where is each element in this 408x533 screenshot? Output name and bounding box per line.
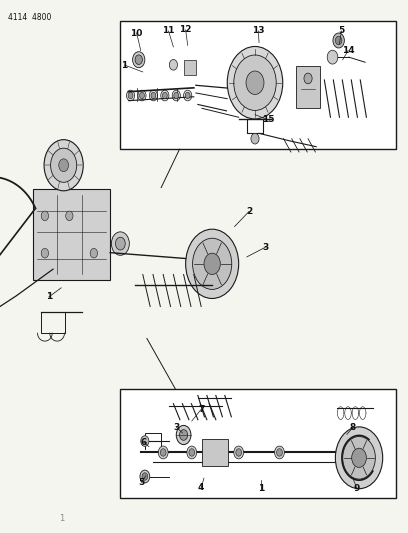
Text: 13: 13 <box>252 27 264 35</box>
Circle shape <box>142 473 148 480</box>
Circle shape <box>90 248 98 258</box>
Circle shape <box>304 73 312 84</box>
Circle shape <box>186 229 239 298</box>
Circle shape <box>185 92 190 99</box>
Circle shape <box>333 33 344 48</box>
Circle shape <box>111 232 129 255</box>
Circle shape <box>151 92 156 99</box>
Text: 1: 1 <box>59 514 64 523</box>
Circle shape <box>246 71 264 94</box>
Circle shape <box>204 253 220 274</box>
Circle shape <box>277 449 282 456</box>
Circle shape <box>149 90 157 101</box>
Circle shape <box>140 470 150 483</box>
Circle shape <box>184 90 192 101</box>
Text: 7: 7 <box>198 405 204 414</box>
Text: 14: 14 <box>342 46 354 55</box>
Circle shape <box>51 148 77 182</box>
Circle shape <box>180 430 188 440</box>
Bar <box>296 66 320 108</box>
Text: 10: 10 <box>131 29 143 37</box>
Text: 4: 4 <box>198 483 204 492</box>
Circle shape <box>115 237 125 250</box>
Circle shape <box>162 92 167 99</box>
Text: 8: 8 <box>350 423 356 432</box>
Circle shape <box>343 437 375 479</box>
Circle shape <box>227 46 283 119</box>
Circle shape <box>251 133 259 144</box>
Circle shape <box>335 427 383 489</box>
Text: 15: 15 <box>262 116 274 124</box>
Circle shape <box>236 449 242 456</box>
Circle shape <box>172 90 180 101</box>
Circle shape <box>174 92 179 99</box>
Circle shape <box>161 90 169 101</box>
Text: 1: 1 <box>46 293 52 301</box>
Text: 3: 3 <box>262 243 268 252</box>
Text: 5: 5 <box>138 478 145 487</box>
Bar <box>120 389 396 498</box>
Circle shape <box>327 50 338 64</box>
Bar <box>33 189 110 280</box>
Circle shape <box>193 238 232 289</box>
Circle shape <box>187 446 197 459</box>
Circle shape <box>189 449 195 456</box>
Text: 1: 1 <box>258 484 264 493</box>
Circle shape <box>158 446 168 459</box>
Circle shape <box>138 90 146 101</box>
Circle shape <box>59 159 69 172</box>
Circle shape <box>133 52 145 68</box>
Bar <box>120 21 396 149</box>
Text: 2: 2 <box>246 207 252 216</box>
Text: 4114  4800: 4114 4800 <box>8 13 51 22</box>
Circle shape <box>234 446 244 459</box>
Circle shape <box>41 248 49 258</box>
Circle shape <box>140 92 144 99</box>
Text: 9: 9 <box>354 484 360 493</box>
Text: 5: 5 <box>338 27 345 35</box>
Circle shape <box>275 446 284 459</box>
Circle shape <box>135 55 142 64</box>
Text: 12: 12 <box>180 26 192 34</box>
Circle shape <box>160 449 166 456</box>
Circle shape <box>169 60 177 70</box>
Text: 6: 6 <box>141 438 147 447</box>
Circle shape <box>44 140 83 191</box>
Circle shape <box>335 36 342 45</box>
Text: 1: 1 <box>121 61 128 69</box>
Circle shape <box>352 448 366 467</box>
Circle shape <box>141 436 149 446</box>
Circle shape <box>66 211 73 221</box>
Circle shape <box>234 55 276 110</box>
Circle shape <box>176 425 191 445</box>
Circle shape <box>126 90 135 101</box>
Circle shape <box>41 211 49 221</box>
Bar <box>202 439 228 466</box>
Circle shape <box>128 92 133 99</box>
Bar <box>184 60 196 75</box>
Text: 11: 11 <box>162 27 175 35</box>
Text: 3: 3 <box>173 423 180 432</box>
